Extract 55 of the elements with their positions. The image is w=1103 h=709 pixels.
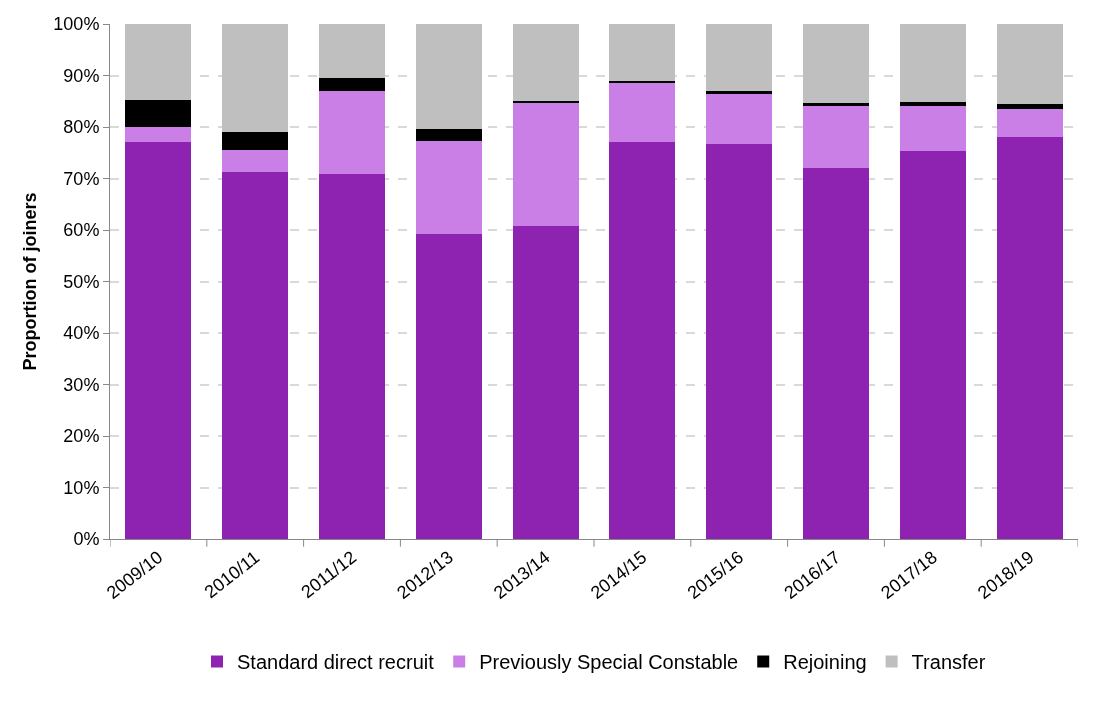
y-tick-label: 100% [53, 14, 100, 35]
bar [899, 106, 966, 152]
bar [609, 24, 676, 81]
bar [319, 24, 385, 78]
bar [609, 82, 676, 142]
bar [415, 129, 482, 141]
bar [899, 102, 966, 107]
bar [803, 24, 869, 103]
bar [706, 91, 773, 95]
bar [803, 168, 869, 539]
bar [512, 226, 579, 539]
bar [512, 103, 579, 227]
bar [222, 132, 289, 151]
bar [706, 24, 773, 92]
y-tick-label: 90% [63, 65, 100, 86]
bar [125, 24, 192, 100]
y-axis-title: Proportion of joiners [19, 192, 40, 371]
bar [125, 127, 192, 143]
y-tick-label: 70% [63, 168, 100, 189]
bar [512, 101, 579, 104]
bar [996, 24, 1063, 105]
bar [996, 104, 1063, 109]
bar [222, 171, 289, 539]
legend-label: Transfer [911, 651, 986, 674]
legend-label: Previously Special Constable [479, 651, 739, 674]
bar [899, 24, 966, 103]
bar [415, 234, 482, 539]
bar [125, 99, 192, 127]
y-tick-label: 20% [63, 426, 100, 447]
y-tick-label: 0% [73, 529, 100, 550]
bar [899, 151, 966, 539]
bar [222, 24, 289, 133]
bar [609, 80, 676, 83]
y-tick-label: 60% [63, 220, 100, 241]
y-tick-label: 50% [63, 271, 100, 292]
bar [512, 24, 579, 102]
y-tick-label: 80% [63, 117, 100, 138]
bar [996, 137, 1063, 539]
legend-label: Rejoining [783, 651, 867, 674]
bar [706, 143, 773, 539]
bar [415, 140, 482, 235]
bar [222, 150, 289, 172]
y-tick-label: 30% [63, 374, 100, 395]
bar [125, 142, 192, 539]
y-tick-label: 10% [63, 477, 100, 498]
y-tick-label: 40% [63, 323, 100, 344]
bar [319, 173, 385, 539]
bar [609, 141, 676, 539]
bar [803, 106, 869, 169]
bar [319, 77, 385, 91]
legend-label: Standard direct recruit [237, 651, 435, 674]
bar [319, 90, 385, 174]
bar [996, 108, 1063, 138]
bar [415, 24, 482, 130]
bar [706, 94, 773, 144]
